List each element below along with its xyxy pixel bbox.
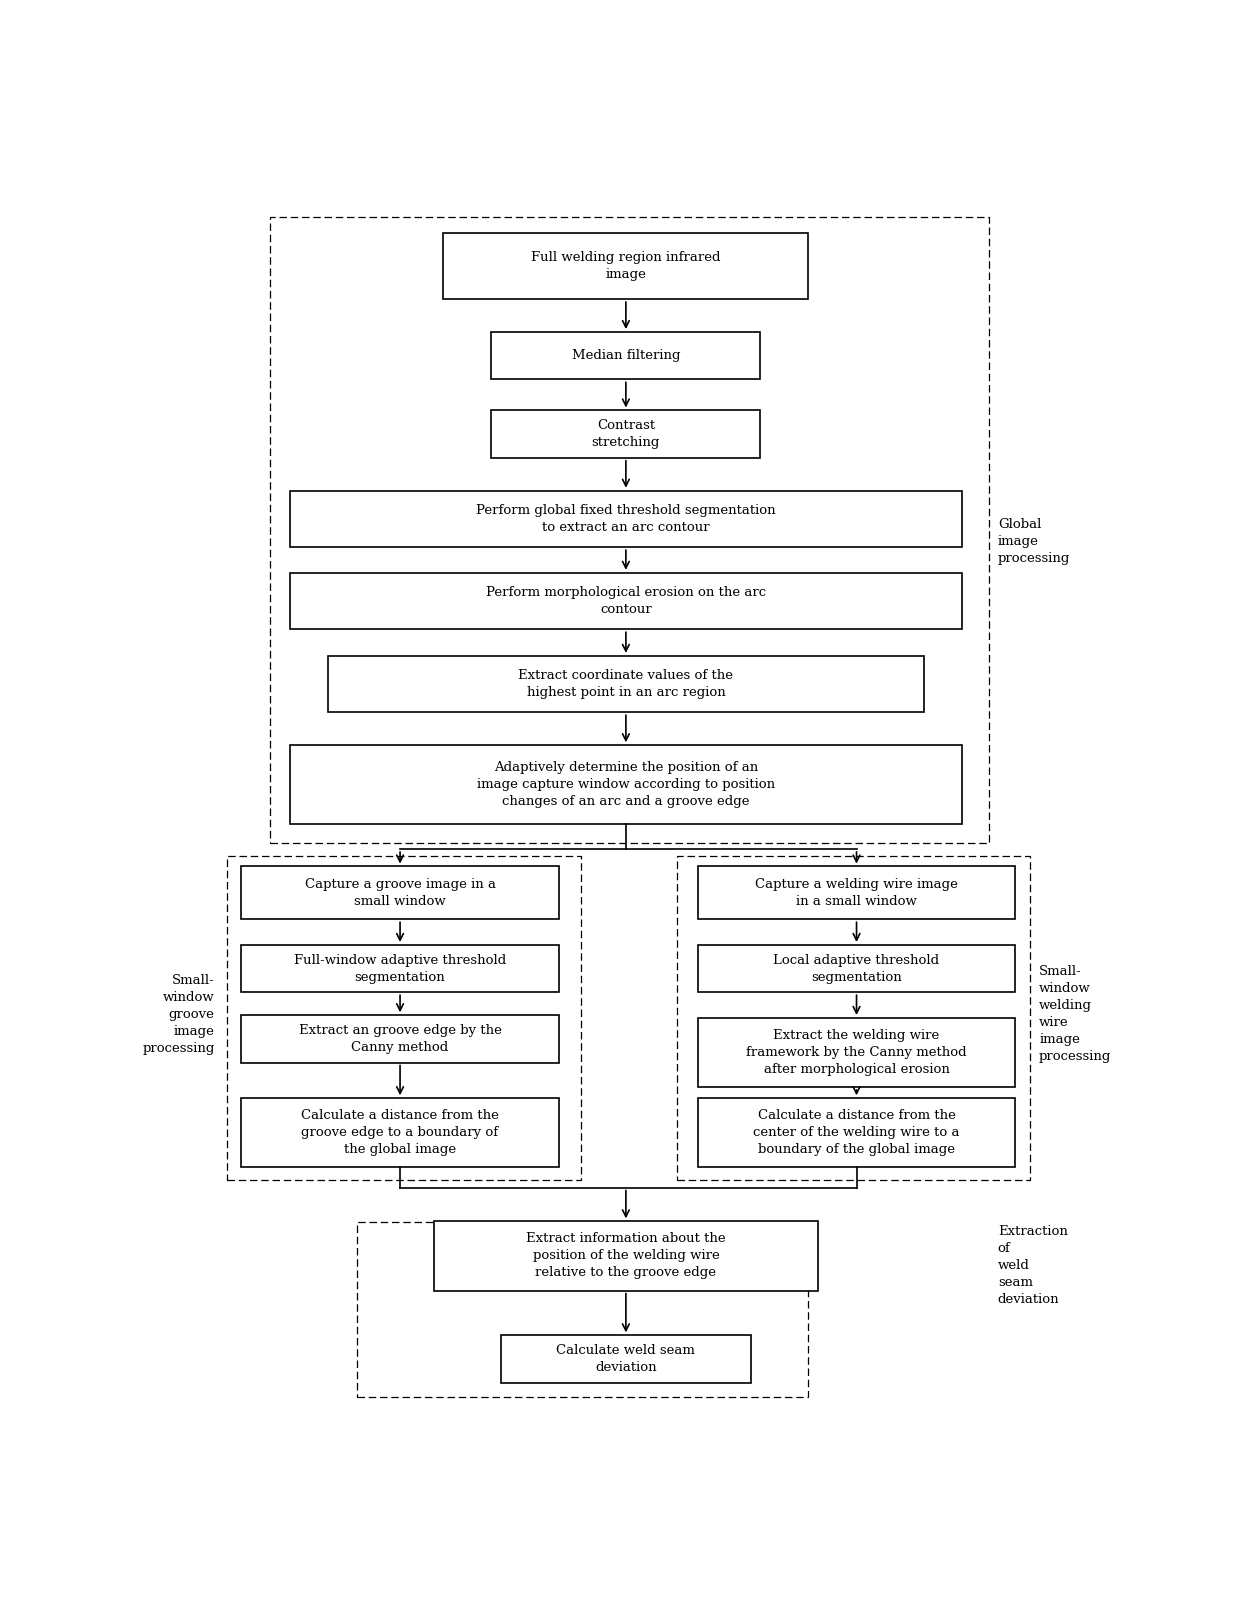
- Text: Calculate a distance from the
center of the welding wire to a
boundary of the gl: Calculate a distance from the center of …: [753, 1110, 960, 1157]
- Text: Calculate weld seam
deviation: Calculate weld seam deviation: [557, 1344, 696, 1374]
- Text: Small-
window
welding
wire
image
processing: Small- window welding wire image process…: [1039, 965, 1111, 1063]
- Bar: [698, 867, 1016, 920]
- Text: Extract an groove edge by the
Canny method: Extract an groove edge by the Canny meth…: [299, 1025, 501, 1054]
- Text: Extract coordinate values of the
highest point in an arc region: Extract coordinate values of the highest…: [518, 669, 733, 699]
- Bar: [444, 234, 808, 300]
- Bar: [290, 574, 962, 630]
- Bar: [434, 1221, 818, 1290]
- Bar: [677, 857, 1030, 1181]
- Bar: [270, 217, 990, 843]
- Bar: [698, 1018, 1016, 1087]
- Bar: [698, 1099, 1016, 1168]
- Bar: [242, 867, 559, 920]
- Text: Perform morphological erosion on the arc
contour: Perform morphological erosion on the arc…: [486, 586, 766, 615]
- Text: Median filtering: Median filtering: [572, 350, 680, 362]
- Text: Extraction
of
weld
seam
deviation: Extraction of weld seam deviation: [998, 1224, 1068, 1305]
- Text: Full welding region infrared
image: Full welding region infrared image: [531, 251, 720, 282]
- Bar: [242, 1015, 559, 1063]
- Bar: [327, 656, 924, 712]
- Text: Perform global fixed threshold segmentation
to extract an arc contour: Perform global fixed threshold segmentat…: [476, 504, 776, 533]
- Text: Capture a groove image in a
small window: Capture a groove image in a small window: [305, 878, 496, 909]
- Text: Small-
window
groove
image
processing: Small- window groove image processing: [143, 973, 215, 1055]
- Text: Calculate a distance from the
groove edge to a boundary of
the global image: Calculate a distance from the groove edg…: [301, 1110, 498, 1157]
- Text: Capture a welding wire image
in a small window: Capture a welding wire image in a small …: [755, 878, 959, 909]
- Text: Local adaptive threshold
segmentation: Local adaptive threshold segmentation: [774, 954, 940, 984]
- Bar: [698, 946, 1016, 992]
- Bar: [357, 1223, 808, 1397]
- Text: Global
image
processing: Global image processing: [998, 519, 1070, 565]
- Text: Contrast
stretching: Contrast stretching: [591, 419, 660, 449]
- Bar: [242, 946, 559, 992]
- Text: Adaptively determine the position of an
image capture window according to positi: Adaptively determine the position of an …: [477, 760, 775, 807]
- Bar: [491, 332, 760, 380]
- Bar: [501, 1336, 750, 1382]
- Text: Extract information about the
position of the welding wire
relative to the groov: Extract information about the position o…: [526, 1232, 725, 1279]
- Text: Full-window adaptive threshold
segmentation: Full-window adaptive threshold segmentat…: [294, 954, 506, 984]
- Bar: [290, 746, 962, 823]
- Bar: [491, 411, 760, 458]
- Text: Extract the welding wire
framework by the Canny method
after morphological erosi: Extract the welding wire framework by th…: [746, 1029, 967, 1076]
- Bar: [242, 1099, 559, 1168]
- Bar: [290, 491, 962, 548]
- Bar: [227, 857, 580, 1181]
